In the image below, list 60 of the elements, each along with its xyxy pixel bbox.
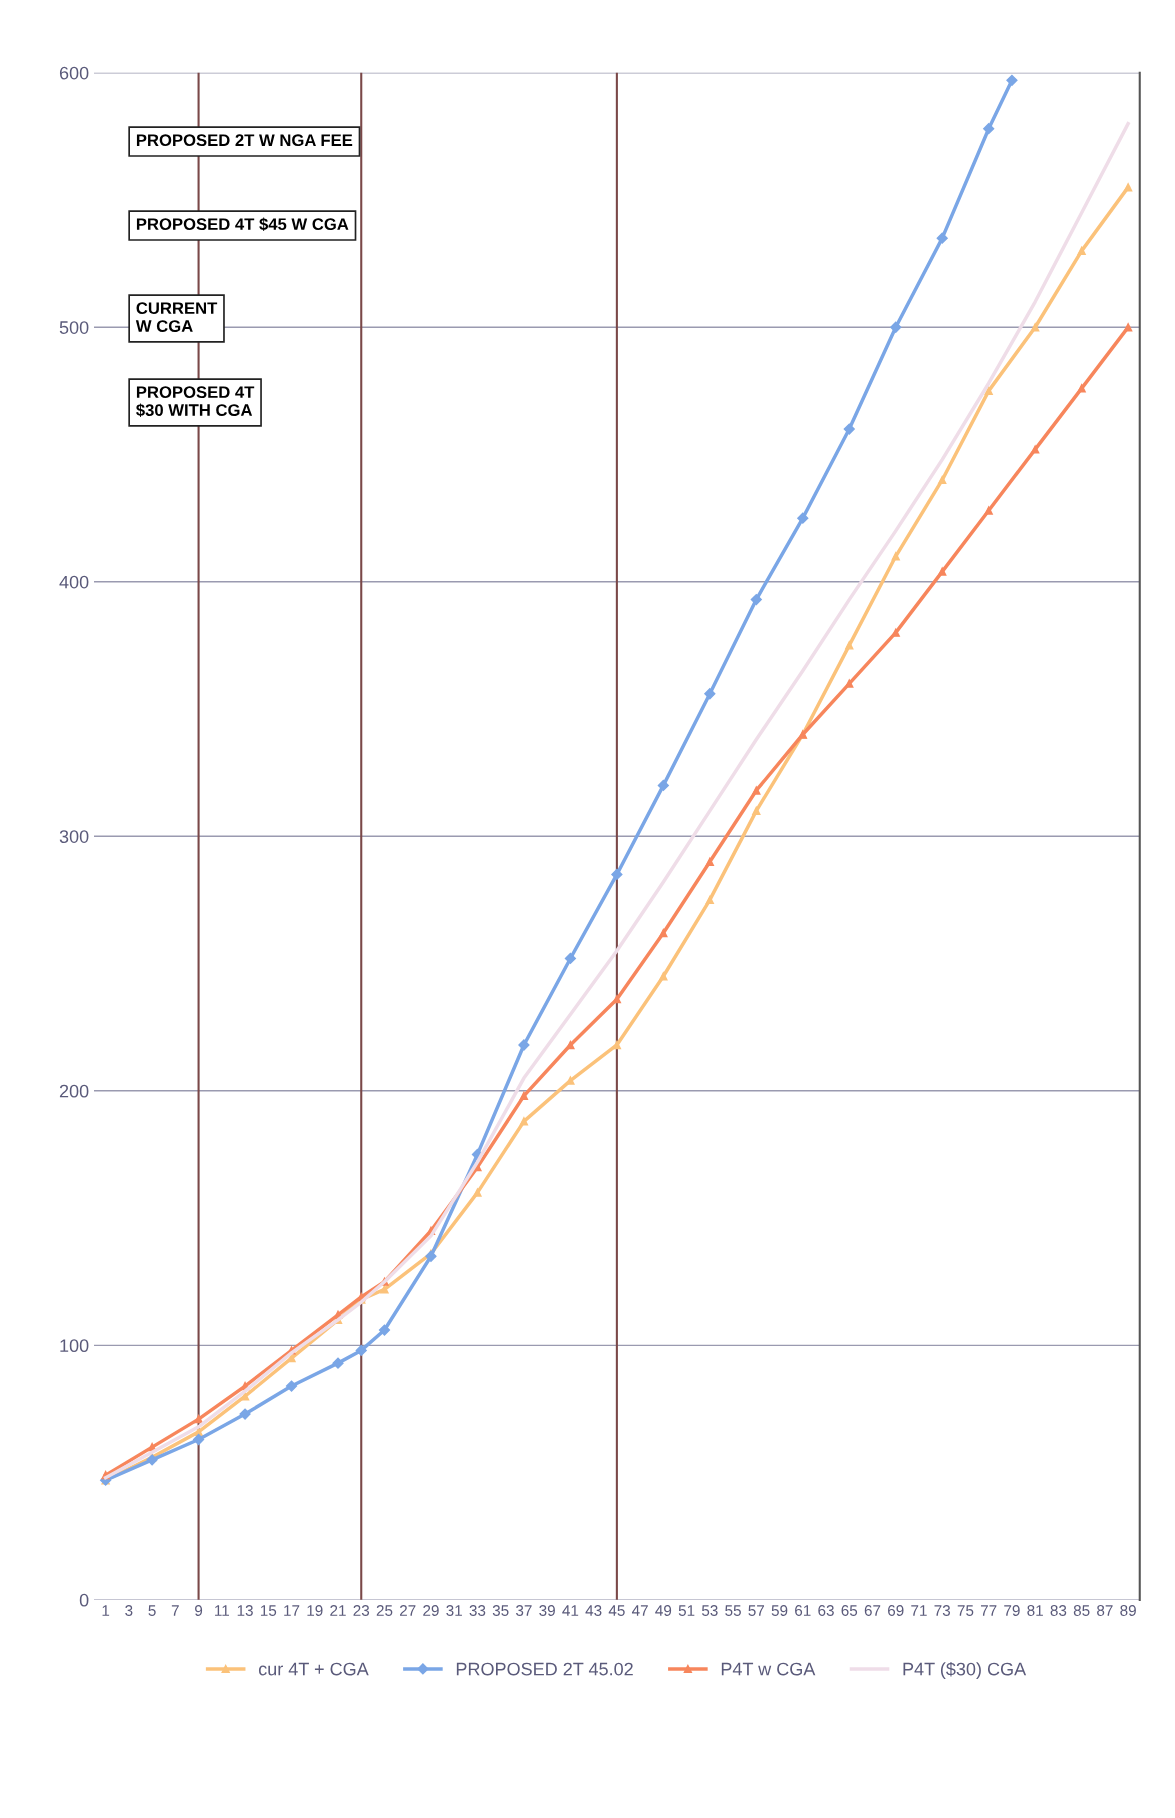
y-tick-label: 100: [60, 1339, 89, 1353]
y-tick-label: 0: [79, 1593, 89, 1607]
x-tick-label: 33: [469, 1605, 486, 1616]
x-tick-label: 29: [423, 1605, 439, 1616]
x-tick-label: 65: [841, 1605, 858, 1616]
x-tick-label: 5: [148, 1605, 156, 1616]
x-tick-label: 9: [195, 1605, 203, 1616]
x-tick-label: 71: [911, 1605, 927, 1616]
legend-label: P4T ($30) CGA: [903, 1661, 1027, 1679]
x-tick-label: 35: [492, 1605, 509, 1616]
x-tick-label: 79: [1004, 1605, 1020, 1616]
x-tick-label: 61: [795, 1605, 811, 1616]
x-tick-label: 73: [934, 1605, 951, 1616]
x-tick-label: 39: [539, 1605, 555, 1616]
x-tick-label: 1: [102, 1605, 110, 1616]
x-tick-label: 31: [446, 1605, 462, 1616]
x-tick-label: 49: [655, 1605, 672, 1616]
x-tick-label: 23: [353, 1605, 370, 1616]
x-tick-label: 85: [1073, 1605, 1090, 1616]
x-tick-label: 25: [376, 1605, 393, 1616]
x-tick-label: 87: [1097, 1605, 1113, 1616]
x-tick-label: 3: [125, 1605, 133, 1616]
x-tick-label: 41: [562, 1605, 579, 1616]
x-tick-label: 17: [284, 1605, 300, 1616]
x-tick-label: 47: [631, 1605, 648, 1616]
legend-label: cur 4T + CGA: [258, 1662, 369, 1676]
x-tick-label: 63: [818, 1605, 834, 1616]
x-tick-label: 7: [171, 1605, 179, 1616]
x-tick-label: 59: [771, 1605, 788, 1616]
x-tick-label: 55: [725, 1605, 741, 1616]
x-tick-label: 43: [585, 1605, 602, 1616]
x-tick-label: 77: [980, 1605, 997, 1616]
x-tick-label: 83: [1050, 1605, 1067, 1616]
x-tick-label: 67: [864, 1605, 881, 1616]
annotation: PROPOSED 2T W NGA FEE: [136, 134, 353, 147]
x-tick-label: 75: [957, 1605, 974, 1616]
x-tick-label: 53: [701, 1605, 718, 1616]
x-tick-label: 81: [1027, 1605, 1043, 1616]
y-tick-label: 200: [59, 1084, 89, 1098]
x-tick-label: 15: [260, 1605, 277, 1616]
annotation: CURRENT W CGA: [135, 302, 218, 332]
y-tick-label: 600: [59, 66, 89, 80]
y-tick-label: 500: [59, 321, 89, 334]
x-tick-label: 45: [608, 1605, 625, 1616]
x-tick-label: 27: [400, 1605, 416, 1616]
x-tick-label: 51: [678, 1605, 695, 1616]
legend-label: PROPOSED 2T 45.02: [456, 1662, 633, 1676]
x-tick-label: 69: [888, 1605, 904, 1616]
y-tick-label: 300: [59, 830, 89, 843]
x-tick-label: 21: [330, 1605, 346, 1616]
x-tick-label: 11: [215, 1605, 229, 1616]
x-tick-label: 13: [237, 1605, 253, 1616]
x-tick-label: 57: [748, 1605, 765, 1616]
annotation: PROPOSED 4T $30 WITH CGA: [136, 386, 255, 418]
y-tick-label: 400: [59, 575, 89, 589]
x-tick-label: 37: [516, 1605, 532, 1616]
annotation: PROPOSED 4T $45 W CGA: [136, 217, 349, 232]
x-tick-label: 89: [1120, 1605, 1136, 1616]
legend-label: P4T w CGA: [721, 1662, 816, 1676]
x-tick-label: 19: [307, 1605, 323, 1616]
